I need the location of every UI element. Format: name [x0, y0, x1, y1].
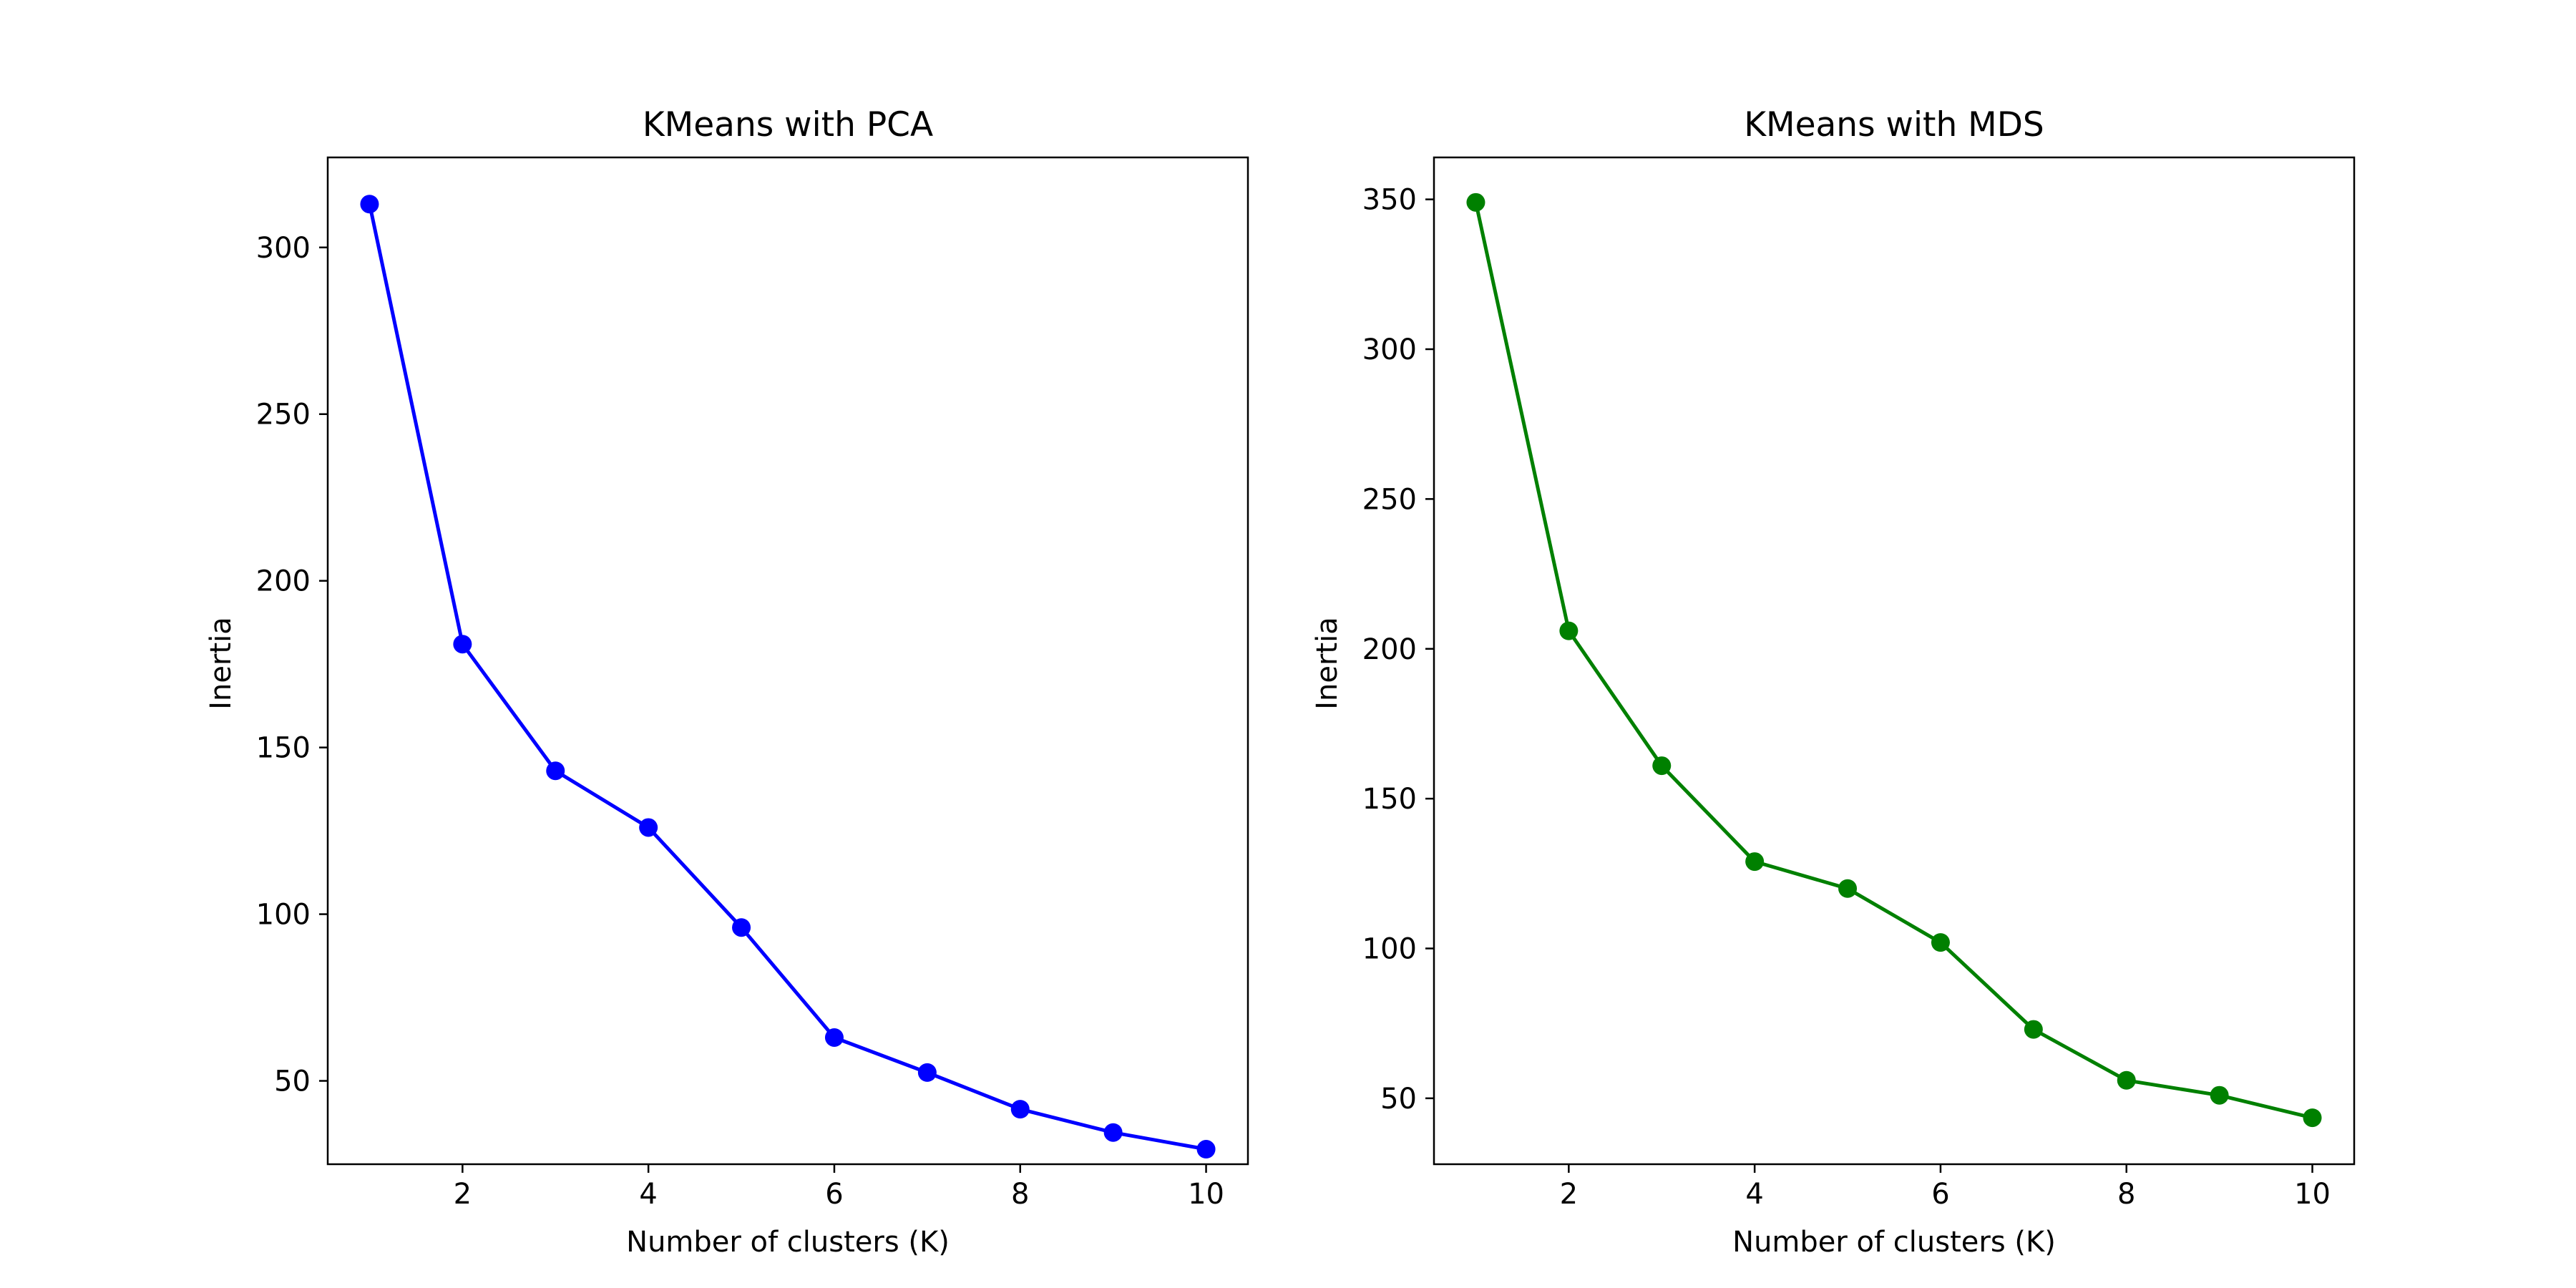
x-axis-label-pca: Number of clusters (K): [626, 1226, 950, 1259]
x-tick-label-pca: 4: [639, 1178, 657, 1211]
y-axis-label-pca: Inertia: [205, 617, 238, 710]
data-point-mds: [1466, 192, 1485, 212]
x-tick-label-mds: 2: [1560, 1178, 1578, 1211]
data-point-mds: [1559, 621, 1579, 640]
data-point-mds: [2210, 1085, 2229, 1105]
data-point-mds: [2117, 1070, 2136, 1090]
y-tick-label-pca: 150: [256, 732, 311, 765]
y-tick-label-mds: 150: [1362, 783, 1417, 816]
plot-frame-pca: [326, 156, 1249, 1166]
data-point-pca: [1010, 1100, 1030, 1119]
y-ticks-pca: 50 100 150 200 250 300: [256, 232, 328, 1098]
x-tick-label-pca: 6: [825, 1178, 843, 1211]
chart-title-mds: KMeans with MDS: [1744, 105, 2044, 145]
data-point-mds: [2303, 1108, 2322, 1128]
data-point-mds: [1652, 756, 1672, 776]
y-tick-label-pca: 50: [274, 1065, 311, 1098]
x-tick-label-mds: 4: [1745, 1178, 1763, 1211]
data-point-mds: [1931, 933, 1950, 952]
y-tick-label-mds: 50: [1380, 1083, 1417, 1116]
data-point-pca: [360, 195, 379, 214]
data-point-pca: [546, 761, 565, 781]
chart-title-pca: KMeans with PCA: [643, 105, 933, 145]
series-group-mds: [1466, 192, 2322, 1128]
y-tick-label-mds: 300: [1362, 333, 1417, 366]
y-tick-label-mds: 350: [1362, 184, 1417, 217]
data-point-pca: [917, 1063, 937, 1082]
series-group-pca: [360, 195, 1216, 1159]
y-tick-label-pca: 100: [256, 899, 311, 932]
plot-frame-mds: [1433, 156, 2356, 1166]
y-ticks-mds: 50 100 150 200 250 300 350: [1362, 184, 1434, 1116]
series-line-mds: [1474, 202, 2313, 1120]
x-tick-label-mds: 10: [2294, 1178, 2331, 1211]
data-point-pca: [824, 1028, 844, 1047]
x-tick-label-mds: 6: [1931, 1178, 1949, 1211]
y-tick-label-pca: 300: [256, 232, 311, 265]
x-ticks-pca: 2 4 6 8 10: [454, 1164, 1224, 1211]
subplot-mds: KMeans with MDS Number of clusters (K) I…: [1311, 105, 2356, 1259]
subplot-pca: KMeans with PCA Number of clusters (K) I…: [205, 105, 1249, 1259]
y-tick-label-pca: 250: [256, 399, 311, 431]
data-point-mds: [1838, 879, 1858, 898]
x-axis-label-mds: Number of clusters (K): [1732, 1226, 2056, 1259]
y-axis-label-mds: Inertia: [1311, 617, 1344, 710]
data-point-pca: [639, 818, 658, 837]
data-point-pca: [453, 635, 472, 654]
data-point-pca: [1103, 1123, 1123, 1142]
y-tick-label-pca: 200: [256, 565, 311, 598]
data-point-pca: [1196, 1140, 1216, 1159]
data-point-pca: [732, 918, 751, 937]
y-tick-label-mds: 250: [1362, 483, 1417, 516]
series-line-pca: [368, 203, 1206, 1151]
x-tick-label-pca: 8: [1011, 1178, 1029, 1211]
data-point-mds: [1745, 852, 1765, 872]
y-tick-label-mds: 200: [1362, 633, 1417, 666]
x-tick-label-pca: 2: [454, 1178, 472, 1211]
x-tick-label-mds: 8: [2117, 1178, 2135, 1211]
y-tick-label-mds: 100: [1362, 933, 1417, 966]
x-tick-label-pca: 10: [1188, 1178, 1224, 1211]
data-point-mds: [2024, 1020, 2043, 1039]
x-ticks-mds: 2 4 6 8 10: [1560, 1164, 2331, 1211]
